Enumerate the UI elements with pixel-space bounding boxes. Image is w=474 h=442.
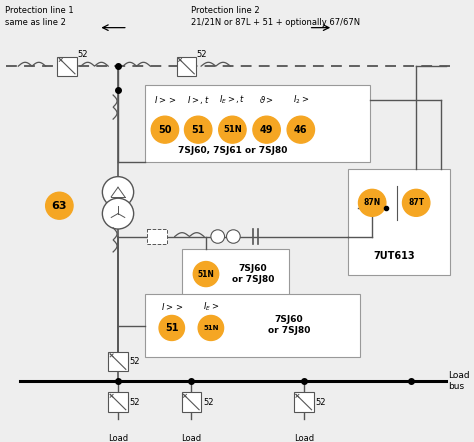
Text: 7SJ60, 7SJ61 or 7SJ80: 7SJ60, 7SJ61 or 7SJ80 bbox=[178, 146, 287, 155]
Circle shape bbox=[151, 116, 179, 143]
Circle shape bbox=[102, 198, 134, 229]
Circle shape bbox=[159, 316, 184, 340]
FancyBboxPatch shape bbox=[182, 249, 289, 299]
Text: 52: 52 bbox=[130, 398, 140, 407]
Text: $\vartheta>$: $\vartheta>$ bbox=[259, 94, 274, 105]
Text: 52: 52 bbox=[196, 50, 207, 59]
Bar bbox=[177, 57, 196, 76]
Text: 87N: 87N bbox=[364, 198, 381, 207]
Text: 51N: 51N bbox=[223, 125, 242, 134]
Text: Load: Load bbox=[181, 434, 201, 442]
Text: 7SJ60
or 7SJ80: 7SJ60 or 7SJ80 bbox=[232, 264, 274, 284]
Text: $I>>$: $I>>$ bbox=[154, 94, 176, 105]
Circle shape bbox=[402, 189, 430, 216]
FancyBboxPatch shape bbox=[146, 294, 360, 357]
Text: $I>>$: $I>>$ bbox=[161, 301, 183, 312]
Text: Load: Load bbox=[108, 434, 128, 442]
Text: Load
bus: Load bus bbox=[448, 371, 470, 391]
FancyBboxPatch shape bbox=[146, 85, 370, 162]
Text: 52: 52 bbox=[77, 50, 87, 59]
Text: $I_2 >$: $I_2 >$ bbox=[293, 94, 309, 106]
Bar bbox=[108, 392, 128, 412]
Text: 52: 52 bbox=[203, 398, 214, 407]
Bar bbox=[108, 352, 128, 371]
Text: 7UT613: 7UT613 bbox=[373, 251, 414, 261]
Circle shape bbox=[184, 116, 212, 143]
Text: 87T: 87T bbox=[408, 198, 424, 207]
Circle shape bbox=[46, 192, 73, 219]
Text: 52: 52 bbox=[316, 398, 326, 407]
Text: 49: 49 bbox=[260, 125, 273, 135]
Text: 63: 63 bbox=[52, 201, 67, 211]
Text: Load: Load bbox=[294, 434, 314, 442]
Circle shape bbox=[198, 316, 224, 340]
Text: $I_E >$: $I_E >$ bbox=[203, 301, 219, 313]
Bar bbox=[294, 392, 313, 412]
Text: Protection line 1
same as line 2: Protection line 1 same as line 2 bbox=[5, 5, 73, 27]
Text: 51: 51 bbox=[191, 125, 205, 135]
Bar bbox=[147, 229, 167, 244]
Text: 52: 52 bbox=[130, 357, 140, 366]
Text: $I_E>, t$: $I_E>, t$ bbox=[219, 94, 246, 106]
Circle shape bbox=[227, 230, 240, 243]
Circle shape bbox=[193, 262, 219, 286]
Circle shape bbox=[211, 230, 225, 243]
Bar bbox=[57, 57, 77, 76]
Circle shape bbox=[358, 189, 386, 216]
Text: 51: 51 bbox=[165, 323, 179, 333]
Text: $I>, t$: $I>, t$ bbox=[187, 94, 210, 106]
Text: 51N: 51N bbox=[198, 270, 214, 278]
Text: 51N: 51N bbox=[203, 325, 219, 331]
Circle shape bbox=[253, 116, 280, 143]
Bar bbox=[182, 392, 201, 412]
Text: 50: 50 bbox=[158, 125, 172, 135]
FancyBboxPatch shape bbox=[348, 169, 450, 275]
Circle shape bbox=[287, 116, 315, 143]
Text: 7SJ60
or 7SJ80: 7SJ60 or 7SJ80 bbox=[268, 316, 310, 335]
Circle shape bbox=[219, 116, 246, 143]
Text: Protection line 2
21/21N or 87L + 51 + optionally 67/67N: Protection line 2 21/21N or 87L + 51 + o… bbox=[191, 5, 360, 27]
Text: 46: 46 bbox=[294, 125, 308, 135]
Circle shape bbox=[102, 177, 134, 207]
